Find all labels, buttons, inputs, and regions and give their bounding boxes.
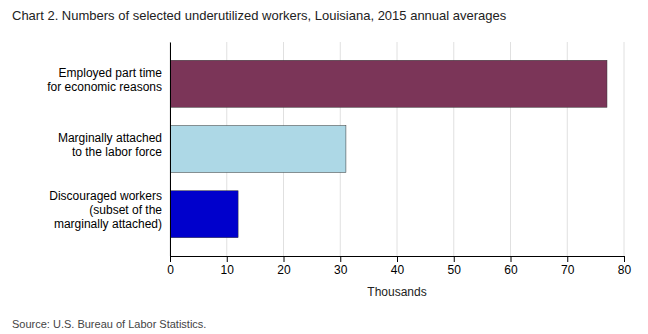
x-tick-label: 0 [167,263,174,277]
y-tick-label: Employed part timefor economic reasons [47,66,162,94]
x-tick-mark [454,256,455,262]
x-tick: 30 [334,256,348,277]
bars [170,60,607,237]
grid [170,42,624,256]
x-axis: 0 10 20 30 40 50 60 70 80 [167,256,631,277]
x-tick: 70 [561,256,575,277]
x-tick-label: 60 [504,263,518,277]
x-tick: 60 [504,256,518,277]
y-tick: Marginally attachedto the labor force [58,131,162,159]
title: Chart 2. Numbers of selected underutiliz… [12,8,507,23]
y-axis-line [170,43,171,257]
y-tick: Discouraged workers(subset of themargina… [49,189,162,231]
x-tick-label: 50 [448,263,462,277]
x-axis-title: Thousands [367,285,426,299]
x-tick: 50 [448,256,462,277]
x-tick-mark [340,256,341,262]
x-tick-mark [511,256,512,262]
x-tick-mark [624,256,625,262]
x-tick-label: 10 [221,263,235,277]
x-tick-mark [284,256,285,262]
grid-line [170,42,171,256]
bar [170,191,238,238]
chart-svg: Chart 2. Numbers of selected underutiliz… [0,0,648,334]
plot: 0 10 20 30 40 50 60 70 80 Employed part timefor e… [47,42,631,277]
x-tick-label: 70 [561,263,575,277]
x-tick-mark [227,256,228,262]
x-tick-label: 80 [618,263,632,277]
x-tick: 0 [167,256,174,277]
bar [170,126,346,173]
y-axis: Employed part timefor economic reasons Ma… [47,43,170,257]
bar [170,60,607,107]
x-tick: 40 [391,256,405,277]
grid-line [624,42,625,256]
y-tick-label: Marginally attachedto the labor force [58,131,162,159]
y-tick-label: Discouraged workers(subset of themargina… [49,189,162,231]
x-tick-label: 30 [334,263,348,277]
x-tick: 80 [618,256,632,277]
x-tick-label: 20 [277,263,291,277]
x-tick-mark [567,256,568,262]
source: Source: U.S. Bureau of Labor Statistics. [12,318,206,330]
x-tick: 20 [277,256,291,277]
y-tick: Employed part timefor economic reasons [47,66,162,94]
x-tick: 10 [221,256,235,277]
x-axis-line [171,257,625,263]
x-tick-mark [170,256,171,262]
x-tick-mark [397,256,398,262]
x-tick-label: 40 [391,263,405,277]
